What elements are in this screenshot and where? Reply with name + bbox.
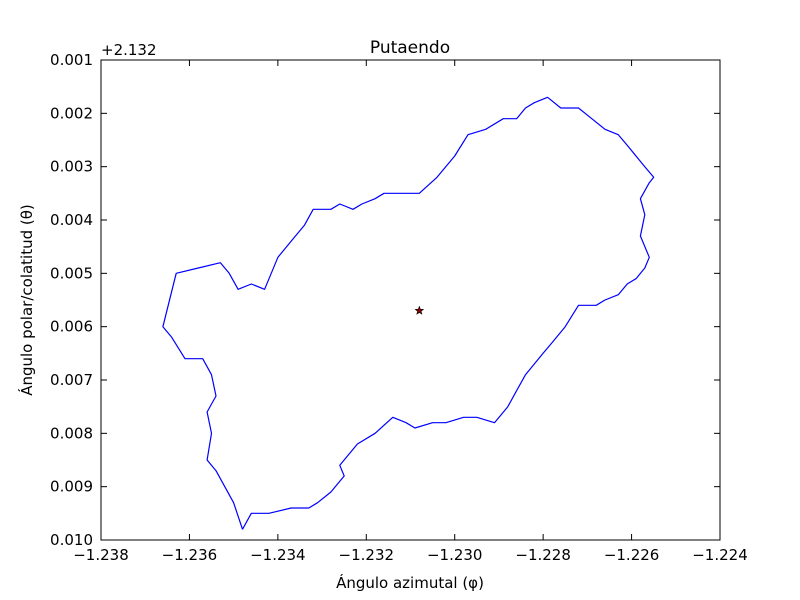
y-tick-label: 0.002 xyxy=(50,104,93,122)
x-tick-label: −1.236 xyxy=(162,546,218,564)
x-tick-label: −1.232 xyxy=(339,546,395,564)
y-tick-label: 0.010 xyxy=(50,531,93,549)
x-tick-label: −1.234 xyxy=(250,546,306,564)
y-tick-label: 0.008 xyxy=(50,424,93,442)
plot-area xyxy=(101,60,720,540)
y-tick-label: 0.005 xyxy=(50,264,93,282)
y-offset-label: +2.132 xyxy=(101,41,157,59)
y-tick-label: 0.001 xyxy=(50,51,93,69)
x-tick-label: −1.238 xyxy=(73,546,129,564)
x-axis-label: Ángulo azimutal (φ) xyxy=(336,573,484,592)
chart-title: Putaendo xyxy=(370,38,450,58)
y-tick-label: 0.003 xyxy=(50,158,93,176)
series-layer xyxy=(162,96,655,530)
x-tick-label: −1.226 xyxy=(604,546,660,564)
y-tick-label: 0.006 xyxy=(50,318,93,336)
marker-layer xyxy=(414,305,425,315)
y-tick-label: 0.004 xyxy=(50,211,93,229)
x-tick-label: −1.228 xyxy=(515,546,571,564)
x-tick-label: −1.224 xyxy=(692,546,748,564)
plot-frame xyxy=(100,59,721,541)
centroid-star-marker-0 xyxy=(414,305,425,315)
x-tick-label: −1.230 xyxy=(427,546,483,564)
y-axis-label: Ángulo polar/colatitud (θ) xyxy=(17,204,36,396)
series-line-0 xyxy=(162,96,655,530)
y-axis-ticks: 0.001 0.002 0.003 0.004 0.005 0.006 0.007 0.008… xyxy=(50,51,720,549)
x-axis-ticks: −1.238 −1.236 −1.234 −1.232 −1.230 −1.228 −1.2… xyxy=(73,60,748,564)
y-tick-label: 0.007 xyxy=(50,371,93,389)
y-tick-label: 0.009 xyxy=(50,478,93,496)
